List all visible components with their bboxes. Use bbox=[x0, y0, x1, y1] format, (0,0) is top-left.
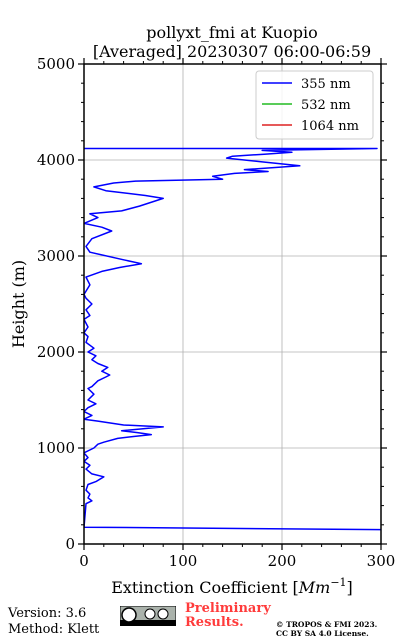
method-text: Method: Klett bbox=[8, 622, 100, 637]
x-tick-label: 300 bbox=[367, 552, 396, 570]
x-tick-labels: 0 100 200 300 bbox=[79, 552, 395, 570]
y-tick-label: 0 bbox=[65, 535, 75, 553]
y-axis-label: Height (m) bbox=[9, 260, 28, 348]
legend-label-532: 532 nm bbox=[301, 98, 351, 113]
chart-subtitle: [Averaged] 20230307 06:00-06:59 bbox=[93, 42, 371, 61]
series-layer bbox=[84, 147, 381, 531]
copyright-line-1: © TROPOS & FMI 2023. bbox=[276, 620, 378, 629]
legend: 355 nm 532 nm 1064 nm bbox=[255, 70, 374, 140]
y-tick-label: 4000 bbox=[37, 151, 75, 169]
copyright-line-2: CC BY SA 4.0 License. bbox=[276, 629, 369, 638]
x-tick-label: 200 bbox=[268, 552, 297, 570]
preliminary-line-1: Preliminary bbox=[185, 601, 271, 616]
x-axis-label: Extinction Coefficient [Mm−1] bbox=[111, 576, 353, 597]
y-tick-label: 2000 bbox=[37, 343, 75, 361]
preliminary-results-note: Preliminary Results. bbox=[185, 602, 271, 630]
copyright-note: © TROPOS & FMI 2023. CC BY SA 4.0 Licens… bbox=[276, 620, 377, 638]
y-tick-labels: 0 1000 2000 3000 4000 5000 bbox=[37, 55, 75, 553]
extinction-profile-chart: pollyxt_fmi at Kuopio [Averaged] 2023030… bbox=[9, 23, 395, 597]
y-tick-label: 3000 bbox=[37, 247, 75, 265]
axis-ticks bbox=[78, 58, 387, 550]
series-line-355-nm bbox=[84, 147, 381, 531]
x-tick-label: 100 bbox=[169, 552, 198, 570]
version-text: Version: 3.6 bbox=[8, 606, 87, 621]
y-tick-label: 1000 bbox=[37, 439, 75, 457]
plot-frame bbox=[83, 63, 382, 545]
preliminary-line-2: Results. bbox=[185, 615, 244, 630]
legend-label-355: 355 nm bbox=[301, 77, 351, 92]
legend-label-1064: 1064 nm bbox=[301, 119, 359, 134]
y-tick-label: 5000 bbox=[37, 55, 75, 73]
legend-box bbox=[255, 70, 374, 140]
cc-by-sa-logo bbox=[120, 606, 176, 626]
x-tick-label: 0 bbox=[79, 552, 89, 570]
chart-title: pollyxt_fmi at Kuopio bbox=[146, 23, 317, 42]
